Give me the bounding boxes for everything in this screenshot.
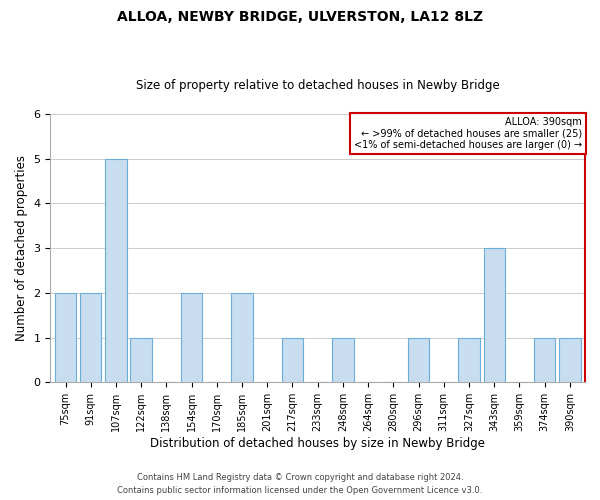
Bar <box>181 293 202 382</box>
Bar <box>232 293 253 382</box>
Y-axis label: Number of detached properties: Number of detached properties <box>15 155 28 341</box>
Bar <box>408 338 429 382</box>
Bar <box>332 338 353 382</box>
Bar <box>534 338 556 382</box>
Bar <box>55 293 76 382</box>
Text: ALLOA: 390sqm
← >99% of detached houses are smaller (25)
<1% of semi-detached ho: ALLOA: 390sqm ← >99% of detached houses … <box>354 117 582 150</box>
Bar <box>130 338 152 382</box>
Bar <box>559 338 581 382</box>
X-axis label: Distribution of detached houses by size in Newby Bridge: Distribution of detached houses by size … <box>150 437 485 450</box>
Title: Size of property relative to detached houses in Newby Bridge: Size of property relative to detached ho… <box>136 79 500 92</box>
Bar <box>80 293 101 382</box>
Text: Contains HM Land Registry data © Crown copyright and database right 2024.
Contai: Contains HM Land Registry data © Crown c… <box>118 474 482 495</box>
Bar <box>105 158 127 382</box>
Bar <box>484 248 505 382</box>
Bar <box>458 338 480 382</box>
Bar <box>282 338 303 382</box>
Text: ALLOA, NEWBY BRIDGE, ULVERSTON, LA12 8LZ: ALLOA, NEWBY BRIDGE, ULVERSTON, LA12 8LZ <box>117 10 483 24</box>
